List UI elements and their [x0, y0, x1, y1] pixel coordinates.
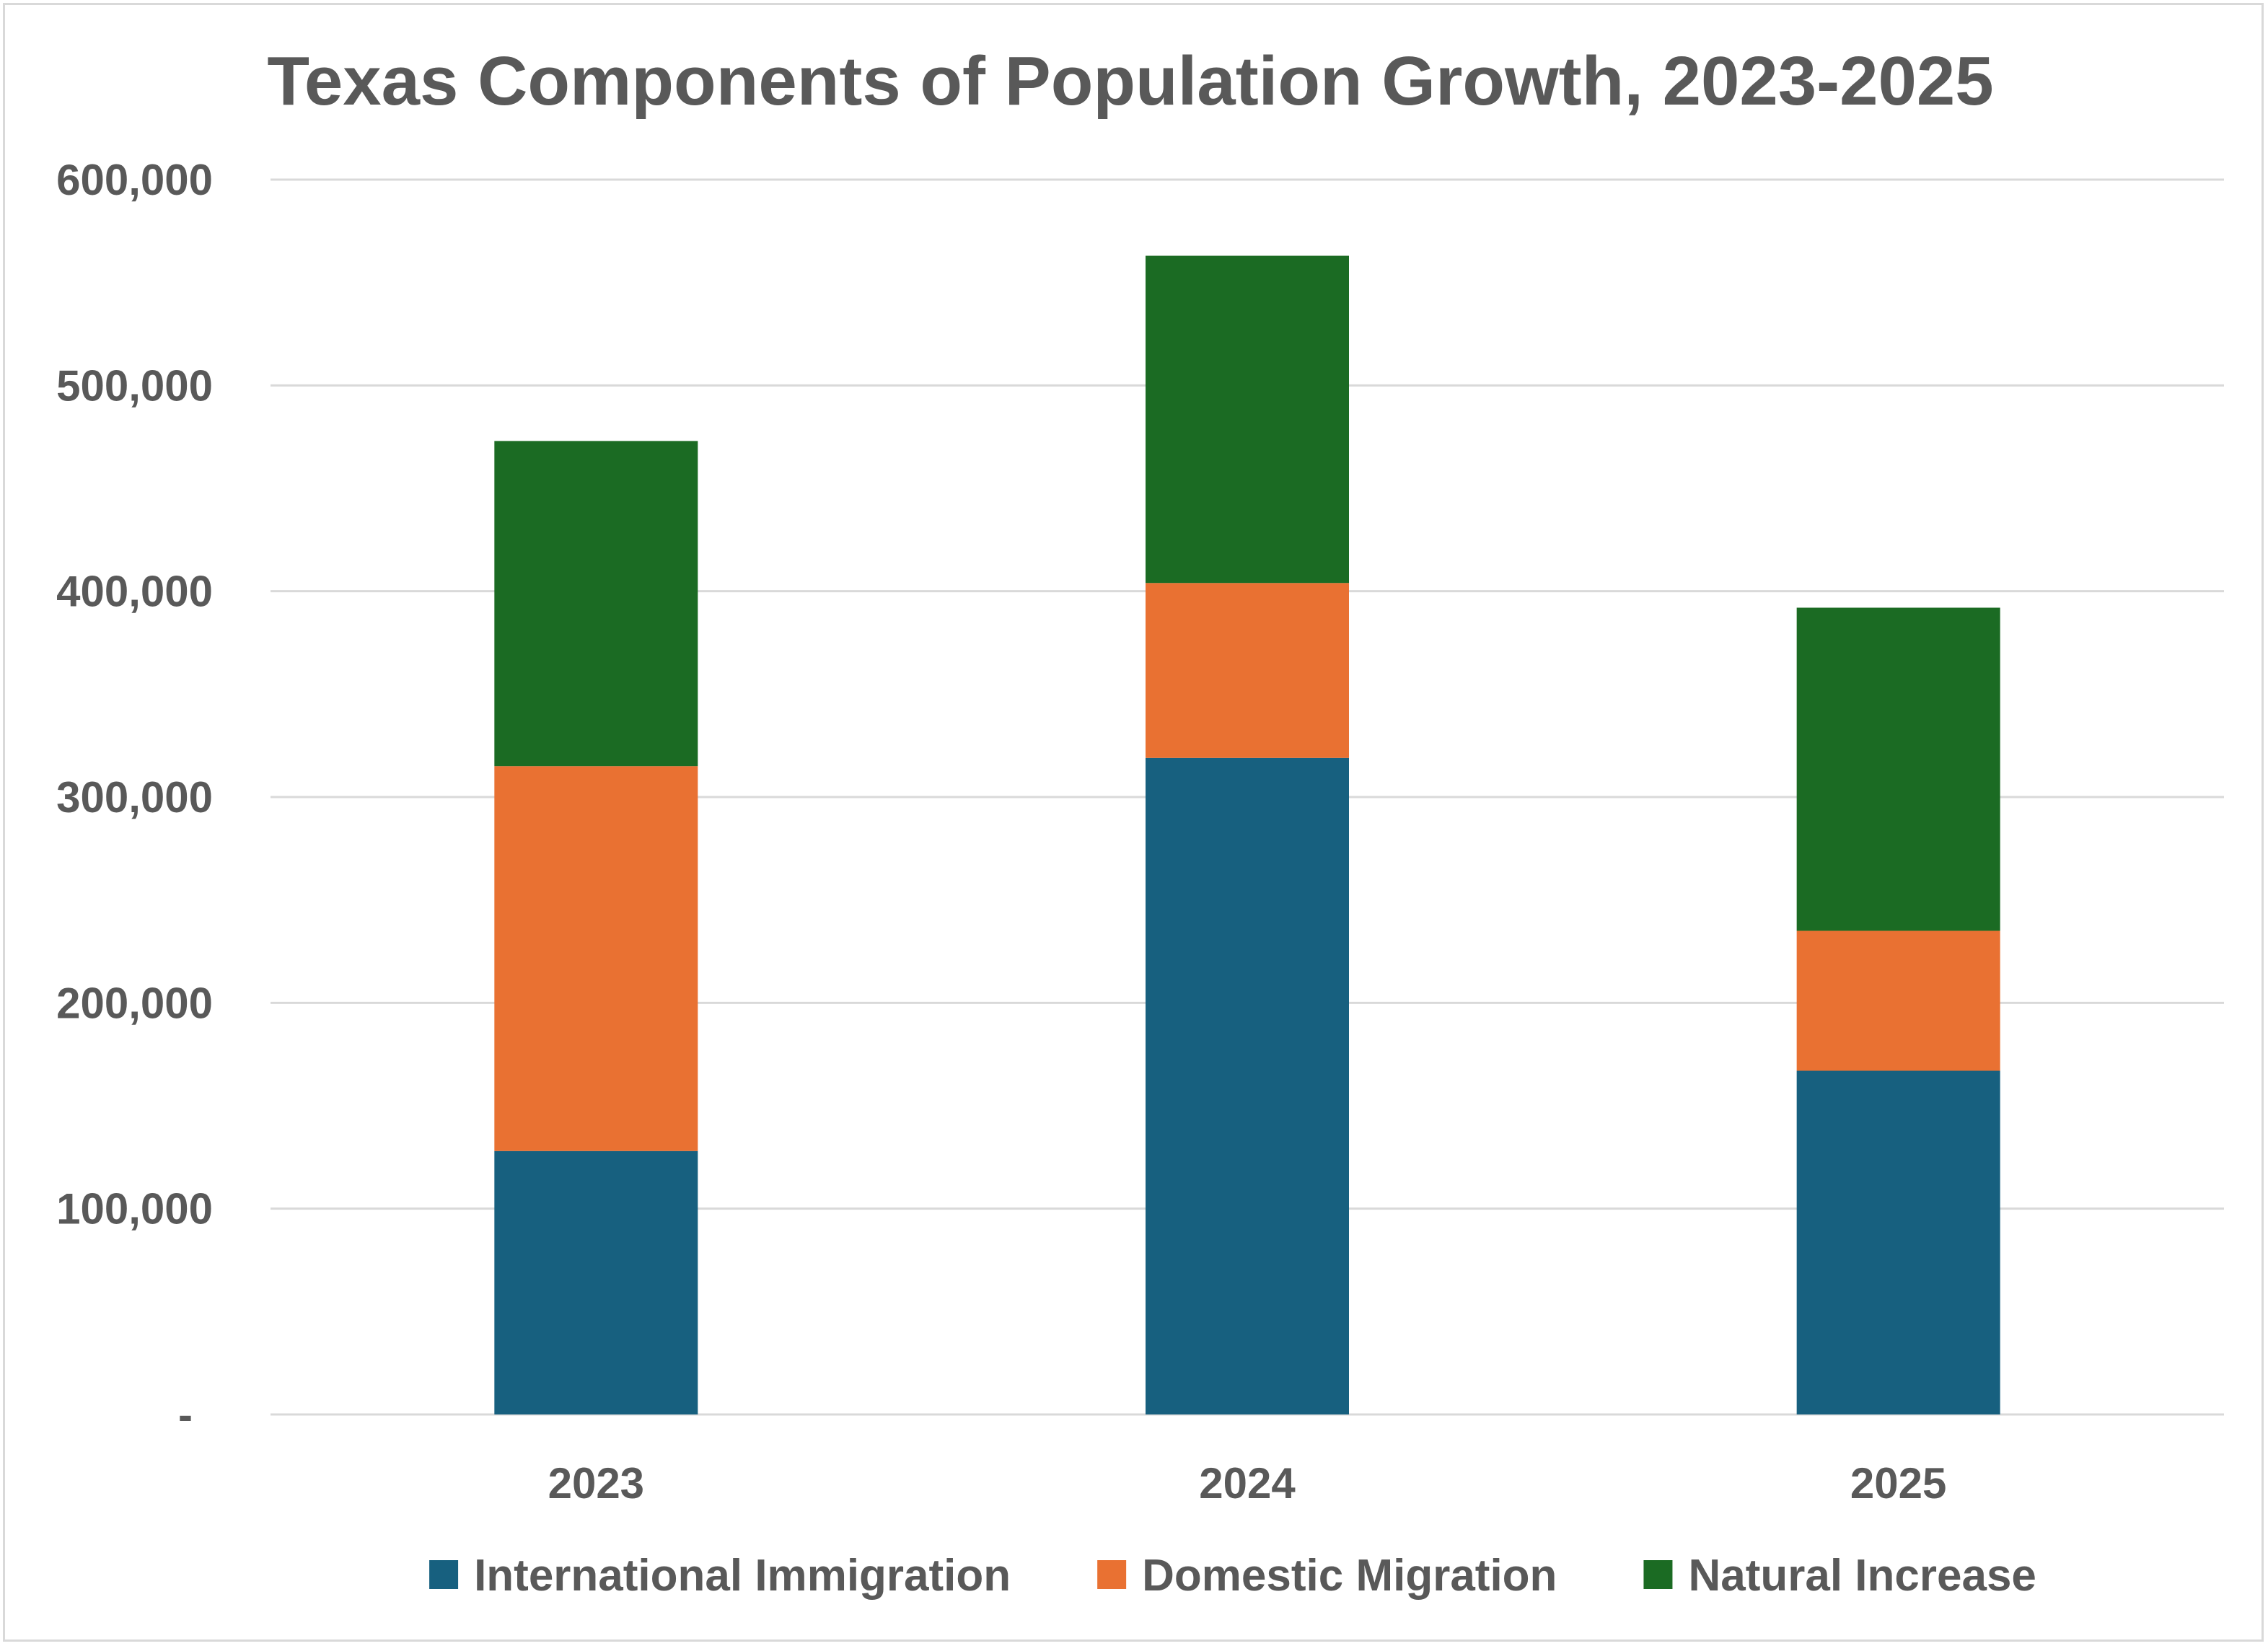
y-tick-label: 100,000	[56, 1185, 213, 1233]
bar-segment	[1146, 583, 1349, 758]
bars	[494, 255, 2000, 1414]
y-tick-label: 500,000	[56, 361, 213, 410]
bar-segment	[1146, 255, 1349, 584]
legend-swatch	[1097, 1560, 1127, 1589]
stacked-bar-chart: Texas Components of Population Growth, 2…	[56, 43, 2224, 1601]
x-axis-tick-labels: 2023 2024 2025	[548, 1459, 1947, 1508]
bar-segment	[1796, 607, 2000, 931]
y-tick-label: 200,000	[56, 979, 213, 1027]
y-axis-tick-labels: - 100,000 200,000 300,000 400,000 500,000 600,…	[56, 156, 213, 1439]
legend-label: Natural Increase	[1688, 1551, 2036, 1601]
bar-segment	[1146, 757, 1349, 1414]
y-tick-label: 300,000	[56, 773, 213, 822]
legend-label: Domestic Migration	[1142, 1551, 1557, 1601]
y-tick-label: -	[178, 1391, 193, 1439]
chart-title: Texas Components of Population Growth, 2…	[267, 43, 1993, 120]
bar-segment	[494, 441, 698, 767]
chart-frame: Texas Components of Population Growth, 2…	[3, 3, 2264, 1642]
legend-label: International Immigration	[474, 1551, 1011, 1601]
y-tick-label: 600,000	[56, 156, 213, 204]
x-tick-label: 2025	[1850, 1459, 1946, 1508]
x-tick-label: 2023	[548, 1459, 644, 1508]
bar-segment	[494, 766, 698, 1151]
legend: International Immigration Domestic Migrat…	[429, 1551, 2036, 1601]
x-tick-label: 2024	[1199, 1459, 1296, 1508]
legend-swatch	[429, 1560, 459, 1589]
legend-swatch	[1643, 1560, 1673, 1589]
bar-segment	[494, 1150, 698, 1414]
bar-segment	[1796, 930, 2000, 1071]
y-tick-label: 400,000	[56, 568, 213, 616]
bar-segment	[1796, 1070, 2000, 1414]
